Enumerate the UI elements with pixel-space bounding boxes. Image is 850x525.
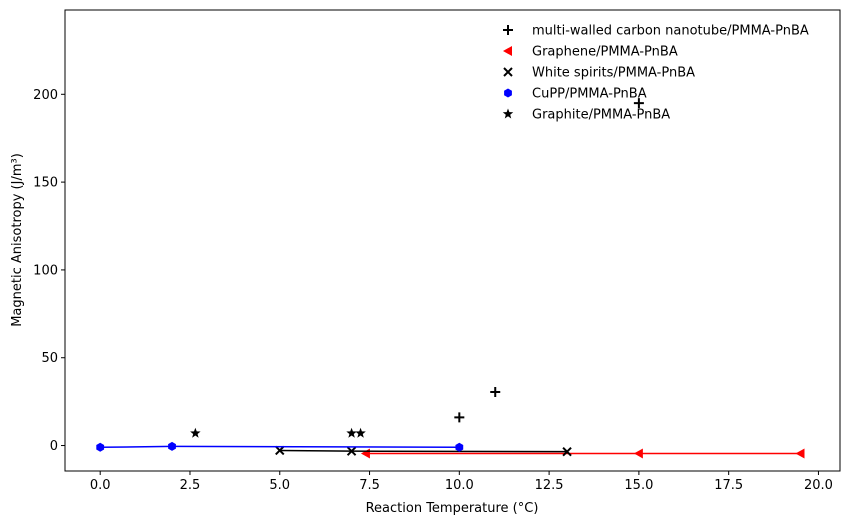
x-axis: 0.0 2.5 5.0 7.5 10.0 12.5 15.0 17.5 20.0 <box>90 471 833 493</box>
y-tick-label: 200 <box>33 88 58 103</box>
x-tick-label: 7.5 <box>359 478 380 493</box>
legend-marker <box>503 25 513 35</box>
legend-marker <box>503 46 512 56</box>
y-tick-label: 50 <box>41 351 58 366</box>
series-0 <box>454 98 644 423</box>
data-point <box>455 442 464 452</box>
legend-item: Graphene/PMMA-PnBA <box>503 45 678 60</box>
data-point <box>490 386 501 397</box>
y-tick-label: 0 <box>50 439 58 454</box>
y-tick-label: 100 <box>33 263 58 278</box>
legend-marker <box>503 67 513 77</box>
x-tick-label: 2.5 <box>180 478 201 493</box>
data-point <box>562 446 572 457</box>
legend-marker <box>502 108 514 119</box>
x-tick-label: 12.5 <box>535 478 564 493</box>
legend-item: Graphite/PMMA-PnBA <box>502 108 670 123</box>
legend-label: White spirits/PMMA-PnBA <box>532 66 695 81</box>
legend-marker <box>504 88 512 98</box>
x-tick-label: 20.0 <box>804 478 833 493</box>
legend-label: Graphene/PMMA-PnBA <box>532 45 678 60</box>
x-tick-label: 15.0 <box>624 478 653 493</box>
legend-item: CuPP/PMMA-PnBA <box>504 87 647 102</box>
x-tick-label: 0.0 <box>90 478 111 493</box>
data-point <box>633 98 644 109</box>
data-point <box>346 427 357 438</box>
data-point <box>190 427 201 438</box>
series-4 <box>190 427 366 438</box>
series-2 <box>275 445 572 457</box>
data-point <box>275 445 285 456</box>
data-point <box>168 441 176 451</box>
data-point <box>355 427 366 438</box>
series-layer <box>96 98 805 459</box>
x-tick-label: 5.0 <box>269 478 290 493</box>
legend-item: White spirits/PMMA-PnBA <box>503 66 695 81</box>
legend-item: multi-walled carbon nanotube/PMMA-PnBA <box>503 24 809 39</box>
data-point <box>96 442 105 452</box>
legend-label: Graphite/PMMA-PnBA <box>532 108 670 123</box>
x-tick-label: 17.5 <box>714 478 743 493</box>
x-tick-label: 10.0 <box>445 478 474 493</box>
plot-area <box>64 9 841 472</box>
data-point <box>633 448 643 459</box>
series-line <box>100 445 460 449</box>
y-axis-title: Magnetic Anisotropy (J/m³) <box>10 153 25 327</box>
y-axis: 0 50 100 150 200 <box>33 88 65 454</box>
data-point <box>795 448 805 459</box>
legend: multi-walled carbon nanotube/PMMA-PnBA Gr… <box>502 24 809 123</box>
data-point <box>346 446 357 456</box>
x-axis-title: Reaction Temperature (°C) <box>366 501 539 516</box>
data-point <box>454 412 465 423</box>
legend-label: CuPP/PMMA-PnBA <box>532 87 647 102</box>
series-3 <box>96 441 464 452</box>
y-tick-label: 150 <box>33 176 58 191</box>
legend-label: multi-walled carbon nanotube/PMMA-PnBA <box>532 24 809 39</box>
